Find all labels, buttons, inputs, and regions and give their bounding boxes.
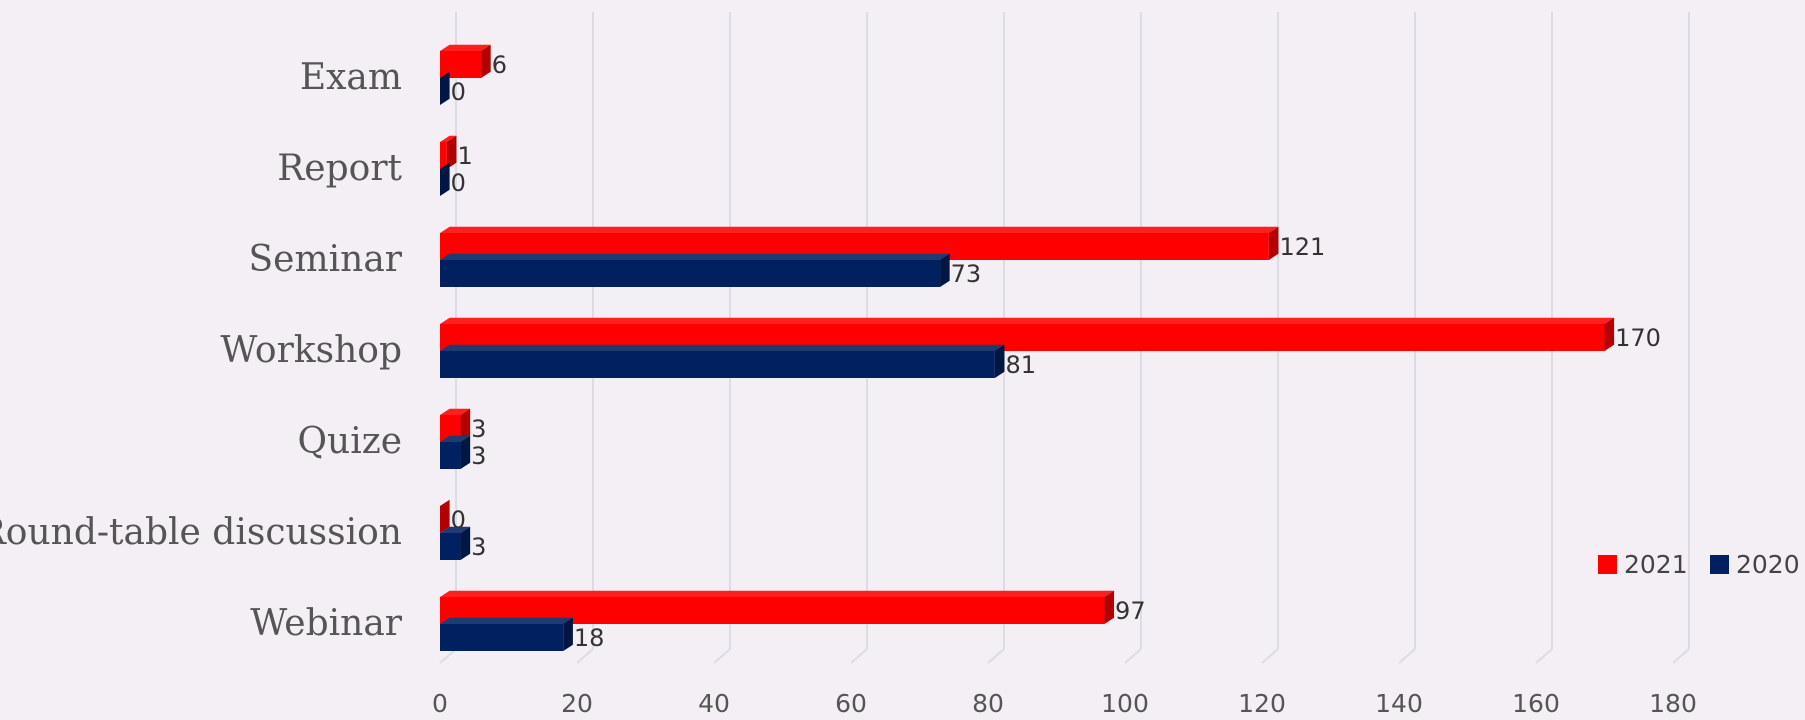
bar-2020 [440, 617, 573, 651]
x-tick-label: 20 [561, 689, 593, 718]
bar-front-face [440, 142, 447, 169]
bar-2020 [440, 162, 450, 196]
bar-side-face [460, 435, 471, 469]
bar-front-face [440, 442, 461, 469]
x-tick-label: 180 [1649, 689, 1697, 718]
x-tick-label: 120 [1238, 689, 1286, 718]
legend-item-2021: 2021 [1598, 550, 1688, 579]
gridline-floor [576, 648, 594, 664]
gridline-floor [1124, 648, 1142, 664]
category-label: Exam [300, 57, 402, 98]
data-label: 1 [457, 142, 472, 170]
bar-top-face [440, 435, 471, 442]
data-label: 3 [471, 415, 486, 443]
x-tick-label: 60 [835, 689, 867, 718]
gridline-floor [713, 648, 731, 664]
data-label: 0 [451, 506, 466, 534]
bar-side-face [481, 44, 491, 78]
data-label: 170 [1615, 324, 1661, 352]
category-label: Seminar [249, 239, 403, 280]
bar-top-face [440, 44, 491, 51]
legend-swatch [1710, 555, 1729, 574]
bar-side-face [1604, 317, 1615, 351]
bar-side-face [446, 135, 457, 169]
gridline-floor [1672, 648, 1690, 664]
data-label: 81 [1005, 351, 1036, 379]
bar-front-face [440, 415, 461, 442]
bar-top-face [440, 590, 1115, 597]
category-label: Workshop [220, 330, 402, 371]
bar-front-face [440, 624, 564, 651]
bar-side-face [440, 499, 450, 533]
data-label: 18 [574, 624, 605, 652]
category-label: Quize [298, 421, 402, 462]
category-label: Round-table discussion [0, 512, 402, 553]
x-tick-label: 0 [432, 689, 448, 718]
bar-side-face [1104, 590, 1115, 624]
bar-top-face [440, 226, 1279, 233]
bar-top-face [440, 317, 1615, 324]
legend-label: 2021 [1624, 550, 1688, 579]
data-label: 0 [451, 78, 466, 106]
bar-side-face [563, 617, 573, 651]
bar-2020 [440, 435, 471, 469]
bar-2021 [440, 499, 450, 533]
bar-front-face [440, 533, 461, 560]
bar-side-face [460, 408, 471, 442]
category-label: Webinar [250, 603, 403, 644]
x-tick-label: 140 [1375, 689, 1423, 718]
bar-2020 [440, 344, 1005, 378]
bar-top-face [440, 408, 471, 415]
bar-top-face [440, 526, 471, 533]
gridline-floor [1535, 648, 1553, 664]
bar-top-face [440, 253, 950, 260]
bar-top-face [440, 135, 457, 142]
bar-side-face [460, 526, 471, 560]
data-label: 3 [471, 442, 486, 470]
gridline-floor [1261, 648, 1279, 664]
bar-2021 [440, 44, 491, 78]
gridline-floor [850, 648, 868, 664]
bar-side-face [440, 71, 450, 105]
bar-2020 [440, 253, 950, 287]
legend-item-2020: 2020 [1710, 550, 1800, 579]
data-label: 0 [451, 169, 466, 197]
x-tick-label: 80 [972, 689, 1004, 718]
bar-side-face [994, 344, 1005, 378]
bar-side-face [1268, 226, 1279, 260]
category-label: Report [277, 148, 402, 189]
data-label: 3 [471, 533, 486, 561]
legend-label: 2020 [1736, 550, 1800, 579]
bar-top-face [440, 617, 573, 624]
data-label: 73 [951, 260, 982, 288]
gridline-floor [439, 648, 457, 664]
legend-swatch [1598, 555, 1617, 574]
bars [440, 44, 1615, 651]
x-tick-label: 40 [698, 689, 730, 718]
bar-2020 [440, 526, 471, 560]
bar-side-face [440, 162, 450, 196]
data-label: 97 [1115, 597, 1146, 625]
bar-2020 [440, 71, 450, 105]
bar-front-face [440, 260, 941, 287]
bar-front-face [440, 51, 482, 78]
data-label: 6 [492, 51, 507, 79]
gridline-floor [1398, 648, 1416, 664]
bar-2021 [440, 408, 471, 442]
x-tick-label: 100 [1101, 689, 1149, 718]
bar-2021 [440, 135, 457, 169]
gridline-floor [987, 648, 1005, 664]
legend: 2021 2020 [1598, 550, 1800, 579]
data-label: 121 [1279, 233, 1325, 261]
bar-front-face [440, 351, 995, 378]
bar-top-face [440, 344, 1005, 351]
bar-side-face [940, 253, 950, 287]
x-tick-label: 160 [1512, 689, 1560, 718]
